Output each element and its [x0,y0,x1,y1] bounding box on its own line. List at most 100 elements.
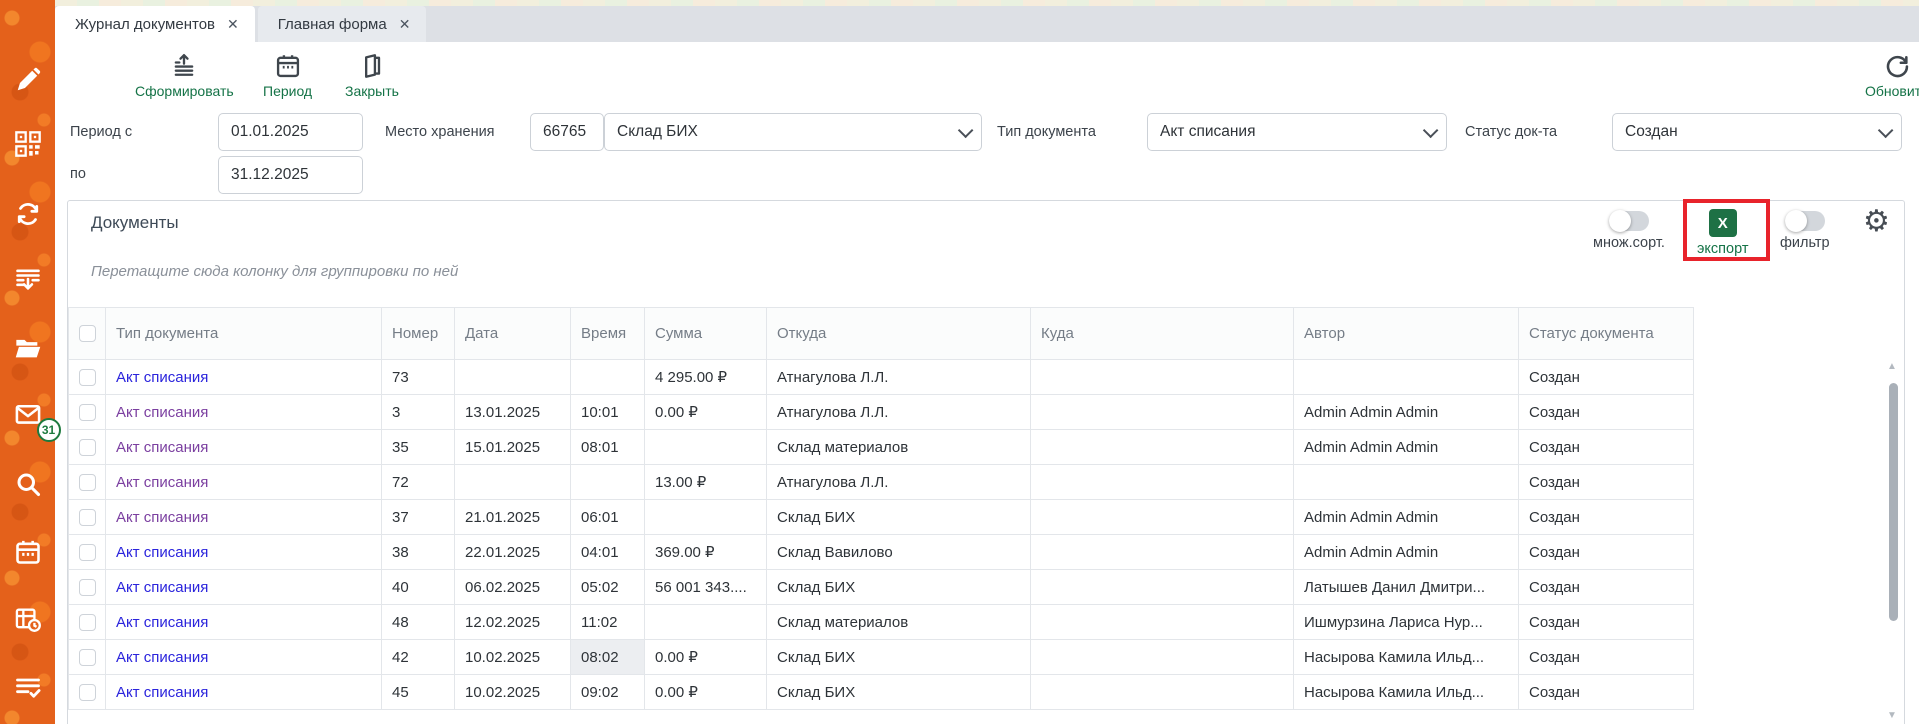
row-checkbox-cell [68,499,106,535]
filter-toggle[interactable]: фильтр [1780,210,1830,251]
scrollbar-thumb[interactable] [1889,383,1898,621]
tab-journal-close-icon[interactable]: ✕ [227,15,239,32]
row-checkbox[interactable] [79,683,96,701]
doc-type-label: Тип документа [997,124,1096,140]
time-cell: 11:02 [570,604,645,640]
export-button[interactable]: X экспорт [1697,209,1748,257]
gear-icon[interactable]: ⚙ [1863,205,1890,238]
from-cell: Склад БИХ [766,499,1031,535]
row-checkbox[interactable] [79,648,96,666]
from-cell: Атнагулова Л.Л. [766,394,1031,430]
row-checkbox-cell [68,429,106,465]
row-checkbox[interactable] [79,473,96,491]
filter-toggle-pill[interactable] [1784,210,1825,232]
to-cell [1030,394,1294,430]
sum-cell [644,499,767,535]
tab-journal[interactable]: Журнал документов ✕ [55,6,255,42]
author-cell: Admin Admin Admin [1293,429,1519,465]
storage-code-input[interactable]: 66765 [530,113,604,151]
col-sum[interactable]: Сумма [644,307,767,360]
doc-type-select[interactable]: Акт списания [1147,113,1447,151]
search-icon[interactable] [13,469,43,499]
time-cell: 09:02 [570,674,645,710]
table-body: Акт списания 73 4 295.00 ₽ Атнагулова Л.… [68,359,1694,710]
row-checkbox[interactable] [79,578,96,596]
doc-link[interactable]: Акт списания [116,578,209,596]
row-checkbox[interactable] [79,613,96,631]
period-from-input[interactable]: 01.01.2025 [218,113,363,151]
generate-button[interactable]: Сформировать [135,52,234,99]
doc-link[interactable]: Акт списания [116,368,209,386]
author-cell: Латышев Данил Дмитри... [1293,569,1519,605]
filter-area: Период с 01.01.2025 по 31.12.2025 Место … [55,110,1919,200]
storage-select[interactable]: Склад БИХ [604,113,982,151]
calendar-icon[interactable] [13,537,43,567]
doc-link[interactable]: Акт списания [116,543,209,561]
qr-code-icon[interactable] [13,129,43,159]
row-checkbox-cell [68,359,106,395]
doc-link[interactable]: Акт списания [116,403,209,421]
sync-icon[interactable] [13,199,43,229]
row-checkbox[interactable] [79,368,96,386]
storage-label: Место хранения [385,124,495,140]
excel-export-icon[interactable]: X [1708,209,1737,237]
col-from[interactable]: Откуда [766,307,1031,360]
doc-link[interactable]: Акт списания [116,508,209,526]
doc-link[interactable]: Акт списания [116,613,209,631]
to-cell [1030,569,1294,605]
row-checkbox-cell [68,674,106,710]
generate-report-icon [175,53,194,76]
date-cell: 12.02.2025 [454,604,571,640]
export-label: экспорт [1697,241,1749,257]
col-time[interactable]: Время [570,307,645,360]
col-doc-type[interactable]: Тип документа [105,307,382,360]
doc-link[interactable]: Акт списания [116,438,209,456]
scroll-down-icon[interactable]: ▼ [1887,710,1897,721]
scroll-up-icon[interactable]: ▲ [1887,361,1897,372]
close-button[interactable]: Закрыть [345,52,399,99]
row-checkbox[interactable] [79,403,96,421]
row-checkbox[interactable] [79,438,96,456]
from-cell: Атнагулова Л.Л. [766,464,1031,500]
multi-sort-toggle-pill[interactable] [1608,210,1649,232]
doc-type-cell: Акт списания [105,429,382,465]
doc-type-cell: Акт списания [105,569,382,605]
status-cell: Создан [1518,394,1694,430]
select-all-checkbox[interactable] [79,325,96,342]
table-clock-icon[interactable] [13,604,43,634]
from-cell: Склад Вавилово [766,534,1031,570]
tab-main-form-close-icon[interactable]: ✕ [398,15,411,32]
doc-link[interactable]: Акт списания [116,683,209,701]
author-cell [1293,464,1519,500]
table-scrollbar[interactable]: ▲ ▼ [1885,361,1901,721]
refresh-button[interactable]: Обновить [1865,52,1919,99]
tab-main-form[interactable]: Главная форма ✕ [257,6,427,42]
doc-link[interactable]: Акт списания [116,473,209,491]
row-checkbox[interactable] [79,543,96,561]
doc-link[interactable]: Акт списания [116,648,209,666]
author-cell: Насырова Камила Ильд... [1293,674,1519,710]
row-checkbox-cell [68,569,106,605]
sum-cell: 4 295.00 ₽ [644,359,767,395]
pencil-icon[interactable] [13,65,43,95]
author-cell [1293,359,1519,395]
col-status[interactable]: Статус документа [1518,307,1694,360]
table-row: Акт списания 42 10.02.2025 08:02 0.00 ₽ … [68,639,1694,675]
status-select[interactable]: Создан [1612,113,1902,151]
multi-sort-toggle[interactable]: множ.сорт. [1593,210,1665,251]
col-number[interactable]: Номер [381,307,455,360]
time-cell [570,464,645,500]
list-download-icon[interactable] [13,264,43,294]
col-date[interactable]: Дата [454,307,571,360]
mail-icon[interactable]: 31 [13,400,61,442]
row-checkbox[interactable] [79,508,96,526]
period-button[interactable]: Период [263,52,312,99]
folder-open-icon[interactable] [13,333,43,363]
row-checkbox-cell [68,464,106,500]
col-author[interactable]: Автор [1293,307,1519,360]
period-to-input[interactable]: 31.12.2025 [218,156,363,194]
list-check-icon[interactable] [13,672,43,702]
col-to[interactable]: Куда [1030,307,1294,360]
left-sidebar: 31 [0,0,61,724]
